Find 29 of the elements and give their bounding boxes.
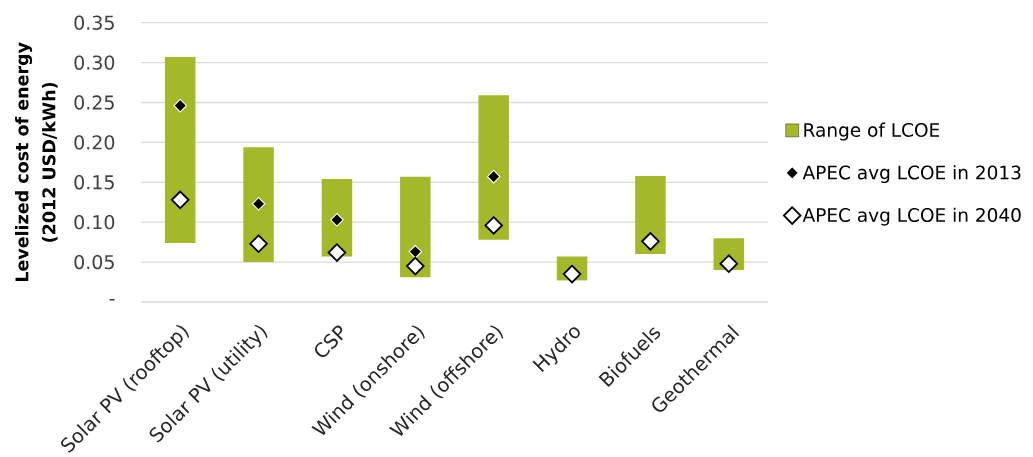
y-tick-label: 0.15 [74, 175, 114, 190]
y-tick-label: 0.10 [74, 215, 115, 230]
bar [635, 175, 666, 255]
y-tick-label: 0.35 [74, 15, 114, 30]
point [173, 98, 187, 113]
point [170, 190, 190, 210]
point [330, 213, 344, 227]
bar [478, 95, 509, 240]
point [251, 197, 266, 211]
point [486, 169, 501, 184]
point [406, 256, 425, 276]
legend-label: APEC avg LCOE in 2040 [802, 207, 1021, 226]
bar [400, 176, 431, 278]
point [641, 232, 660, 251]
y-tick-label: 0.30 [74, 55, 115, 70]
y-axis-title: Levelized cost of energy (2012 USD/kWh) [15, 42, 58, 282]
point [484, 216, 503, 235]
bar [164, 57, 196, 243]
bar [243, 147, 274, 263]
x-tick-label: CSP [315, 325, 343, 357]
point [249, 234, 268, 253]
point [327, 243, 347, 262]
point [408, 244, 423, 259]
y-tick-label: 0.25 [74, 95, 114, 110]
legend-label: APEC avg LCOE in 2013 [802, 165, 1021, 184]
y-tick-label: 0.20 [74, 135, 115, 150]
y-tick-label: 0.05 [74, 254, 114, 270]
legend-label: Range of LCOE [804, 122, 940, 141]
y-tick-label: - [109, 299, 115, 301]
